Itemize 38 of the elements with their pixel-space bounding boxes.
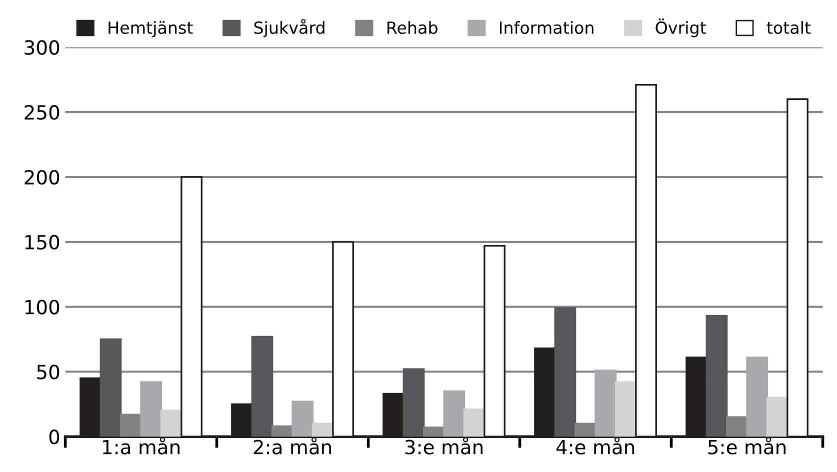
y-tick-label: 0	[49, 430, 60, 444]
legend-label: Information	[500, 21, 594, 34]
bar	[766, 396, 788, 437]
bar	[312, 422, 334, 437]
bar	[271, 425, 294, 437]
bar	[726, 416, 748, 437]
y-tick-label: 300	[24, 40, 60, 55]
legend-label: Hemtjänst	[108, 21, 193, 38]
y-tick-label: 100	[25, 300, 60, 314]
y-tick-label: 150	[25, 234, 60, 250]
bar	[100, 338, 122, 437]
bar	[120, 414, 142, 437]
bar	[160, 410, 182, 437]
y-tick-label: 200	[24, 170, 60, 185]
bar	[402, 368, 425, 437]
legend-label: Övrigt	[656, 18, 706, 38]
bar	[422, 426, 445, 437]
legend-label: Rehab	[388, 21, 438, 34]
y-tick-label: 50	[37, 364, 60, 380]
x-tick-label: 4:e mån	[556, 437, 634, 454]
bar	[292, 400, 314, 437]
y-tick-label: 250	[24, 105, 60, 120]
bar	[554, 307, 576, 437]
bar	[574, 422, 596, 437]
x-tick-label: 1:a mån	[103, 437, 180, 454]
legend-label: totalt	[766, 21, 811, 34]
bar	[594, 370, 617, 437]
x-tick-label: 5:e mån	[708, 437, 786, 454]
legend-label: Sjukvård	[254, 19, 324, 38]
bar	[140, 381, 162, 437]
bar	[706, 315, 728, 437]
bar	[251, 336, 274, 437]
x-tick-label: 3:e mån	[405, 437, 482, 454]
bar	[614, 381, 637, 437]
bar	[443, 390, 466, 437]
bar	[463, 408, 486, 437]
bar	[746, 356, 768, 437]
x-tick-label: 2:a mån	[254, 437, 331, 454]
